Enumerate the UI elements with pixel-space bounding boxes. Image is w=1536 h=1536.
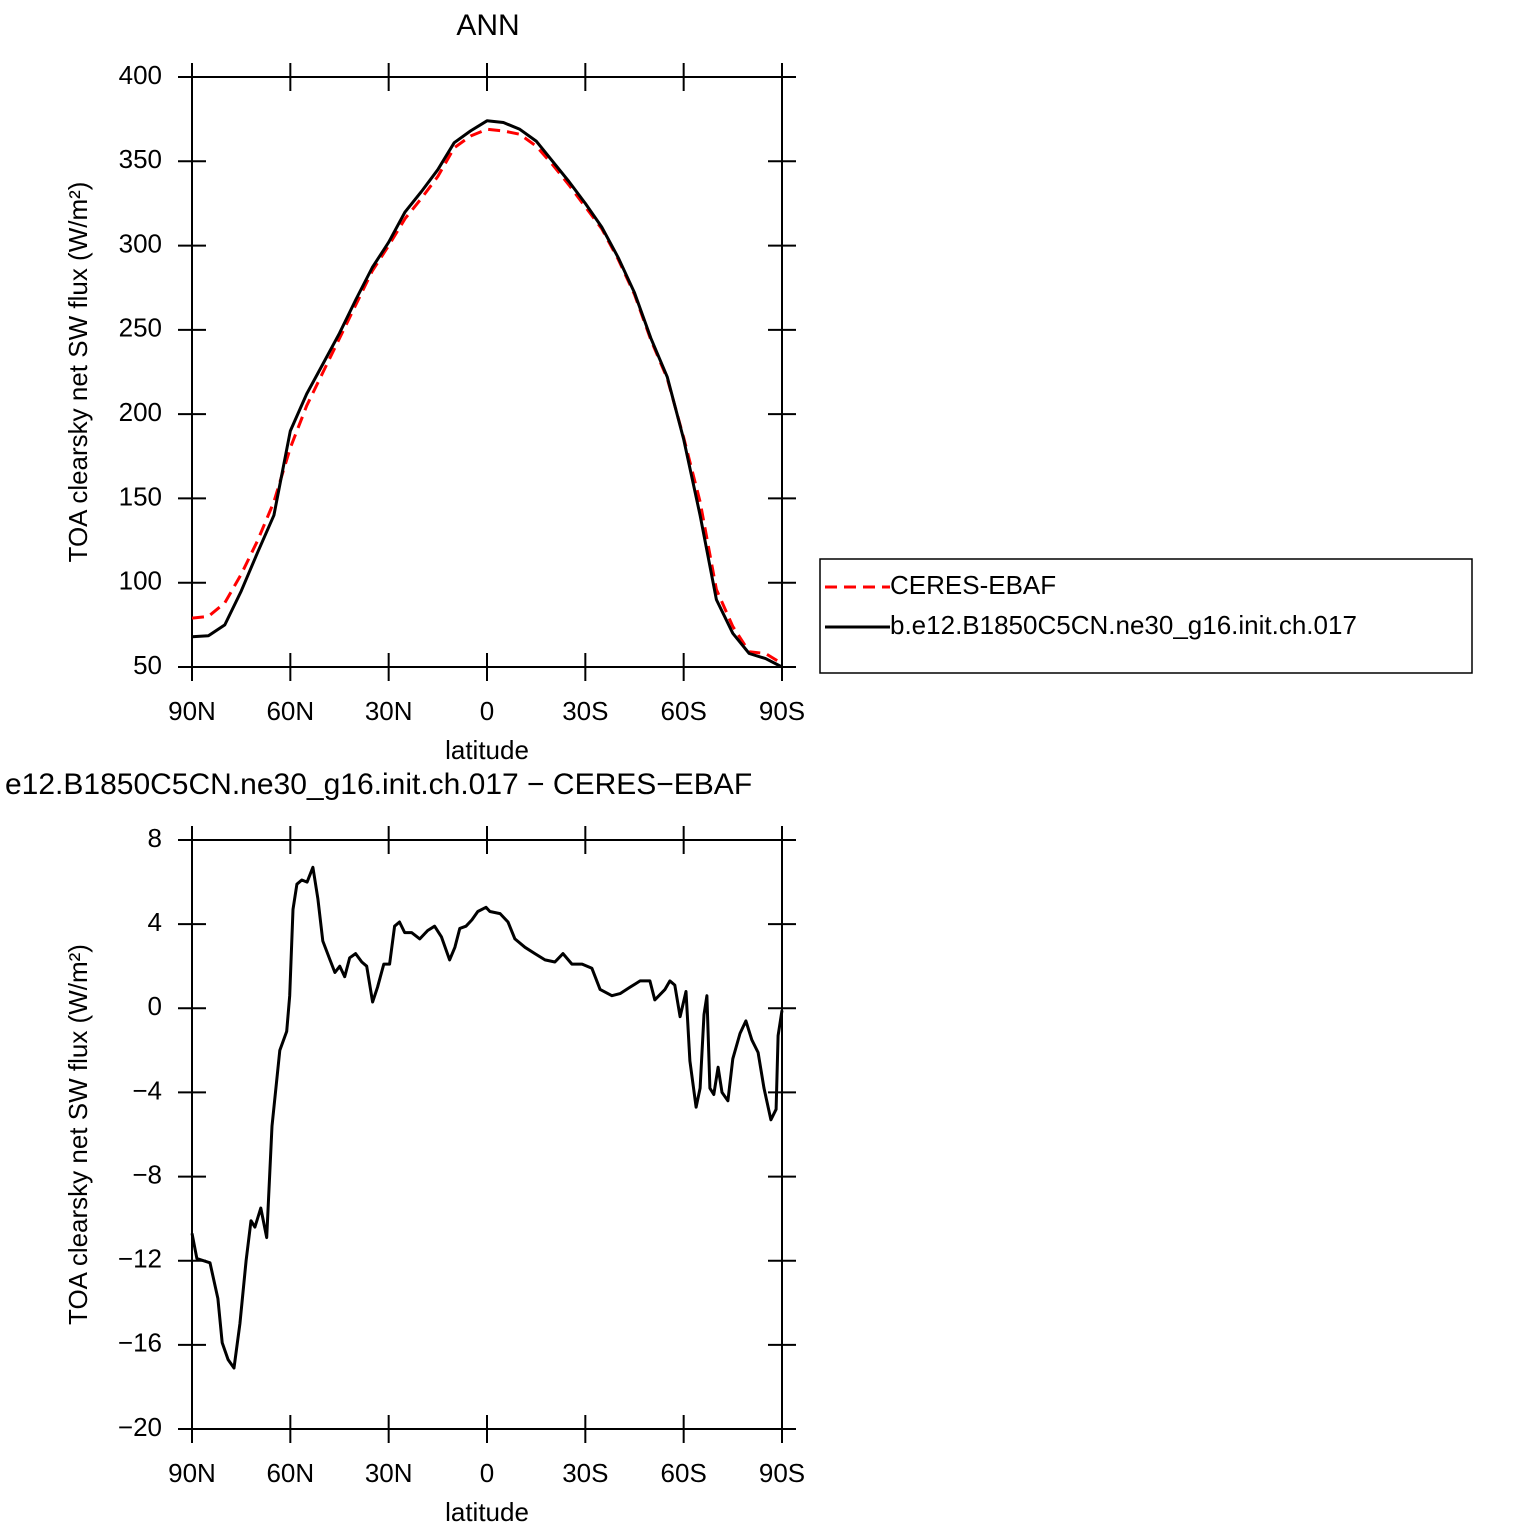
y-tick-label: 400 — [119, 60, 162, 90]
y-tick-label: 250 — [119, 313, 162, 343]
data-line — [191, 119, 783, 669]
y-tick-label: −8 — [132, 1159, 162, 1189]
x-tick-label: 60N — [266, 696, 314, 726]
data-line — [190, 865, 784, 1370]
y-tick-label: 300 — [119, 228, 162, 258]
x-tick-label: 0 — [480, 1458, 494, 1488]
x-axis-label: latitude — [445, 735, 529, 765]
chart-title: ANN — [456, 9, 519, 42]
y-tick-label: 150 — [119, 481, 162, 511]
x-axis-label: latitude — [445, 1497, 529, 1527]
y-tick-label: −4 — [132, 1075, 162, 1105]
plot-frame — [191, 76, 783, 668]
legend-box — [819, 558, 1473, 674]
chart-title: e12.B1850C5CN.ne30_g16.init.ch.017 − CER… — [5, 768, 752, 801]
y-tick-label: 200 — [119, 397, 162, 427]
x-tick-label: 0 — [480, 696, 494, 726]
legend-label: CERES-EBAF — [890, 570, 1056, 600]
x-tick-label: 90N — [168, 1458, 216, 1488]
y-tick-label: 8 — [148, 823, 162, 853]
y-tick-label: −16 — [118, 1328, 162, 1358]
y-tick-label: 4 — [148, 907, 162, 937]
legend-label: b.e12.B1850C5CN.ne30_g16.init.ch.017 — [890, 610, 1357, 640]
x-tick-label: 60N — [266, 1458, 314, 1488]
y-axis-label: TOA clearsky net SW flux (W/m²) — [63, 182, 93, 563]
y-tick-label: 100 — [119, 566, 162, 596]
x-tick-label: 30N — [365, 1458, 413, 1488]
y-tick-label: 350 — [119, 144, 162, 174]
x-tick-label: 30S — [562, 1458, 608, 1488]
y-tick-label: 0 — [148, 991, 162, 1021]
x-tick-label: 30S — [562, 696, 608, 726]
x-tick-label: 90S — [759, 1458, 805, 1488]
x-tick-label: 60S — [661, 696, 707, 726]
x-tick-label: 60S — [661, 1458, 707, 1488]
x-tick-label: 90N — [168, 696, 216, 726]
x-tick-label: 90S — [759, 696, 805, 726]
y-tick-label: −12 — [118, 1244, 162, 1274]
y-axis-label: TOA clearsky net SW flux (W/m²) — [63, 944, 93, 1325]
data-line — [191, 127, 783, 665]
plot-frame — [191, 839, 783, 1430]
y-tick-label: −20 — [118, 1412, 162, 1442]
y-tick-label: 50 — [133, 650, 162, 680]
x-tick-label: 30N — [365, 696, 413, 726]
